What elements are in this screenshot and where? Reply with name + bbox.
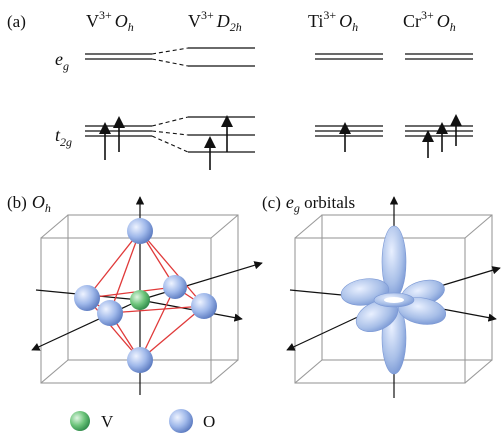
panel-b: (b) Oh [7,192,263,395]
header-v-oh: V3+ Oh [86,8,134,34]
vanadium-atom [130,290,150,310]
header-ti-oh: Ti3+ Oh [308,8,358,34]
legend-swatch-oxygen [169,409,193,433]
panel-b-label: (b) Oh [7,192,51,215]
oxygen-atom-back-right [163,275,187,299]
atoms [74,218,217,373]
oxygen-atom-right [191,293,217,319]
header-v-d2h: V3+ D2h [188,8,242,34]
energy-levels [85,47,473,153]
legend-label-oxygen: O [203,412,215,431]
oxygen-atom-bottom [127,347,153,373]
header-cr-oh: Cr3+ Oh [403,8,456,34]
panel-c-label: (c) eg orbitals [262,192,355,215]
panel-a-label: (a) [7,12,26,31]
t2g-label: t2g [55,125,72,149]
electron-arrows [99,114,462,170]
oxygen-atom-top [127,218,153,244]
panel-c: (c) eg orbitals [262,192,501,398]
legend-swatch-vanadium [70,411,90,431]
legend-label-vanadium: V [101,412,114,431]
eg-orbitals [340,225,447,375]
oxygen-atom-left [74,285,100,311]
cube-c [294,214,493,384]
panel-a: (a) V3+ Oh V3+ D2h Ti3+ Oh Cr3+ Oh eg t2g [7,8,473,170]
orbital-torus-hole [384,297,404,303]
oxygen-atom-front-left [97,300,123,326]
legend: V O [70,409,215,433]
eg-label: eg [55,49,69,73]
correlation-lines [151,47,189,153]
